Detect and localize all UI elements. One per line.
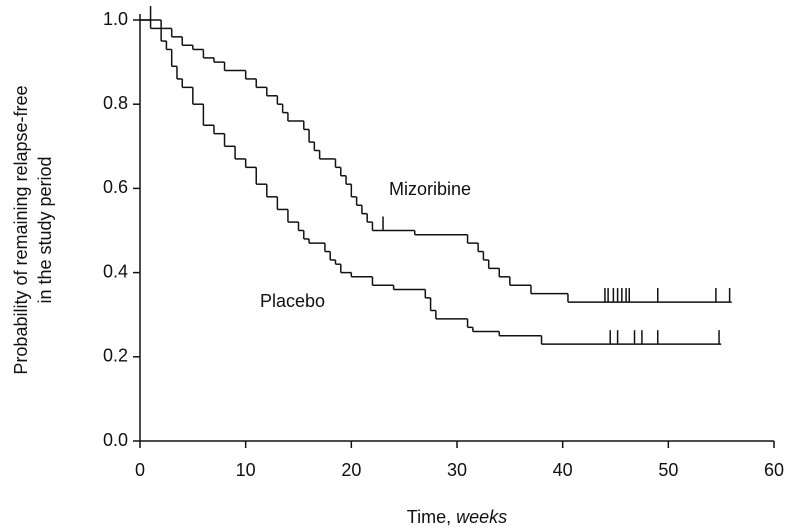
y-tick-label: 0.4 bbox=[103, 261, 128, 281]
y-tick-label: 0.6 bbox=[103, 177, 128, 197]
y-tick-label: 1.0 bbox=[103, 9, 128, 29]
x-tick-label: 20 bbox=[341, 460, 361, 480]
x-tick-label: 30 bbox=[447, 460, 467, 480]
y-tick-label: 0.0 bbox=[103, 430, 128, 450]
x-axis-label-text: Time, bbox=[407, 507, 451, 527]
x-axis-label: Time, weeks bbox=[407, 507, 507, 527]
x-tick-label: 0 bbox=[135, 460, 145, 480]
y-tick-label: 0.2 bbox=[103, 346, 128, 366]
x-tick-label: 50 bbox=[658, 460, 678, 480]
series-annotation: Placebo bbox=[260, 291, 325, 311]
y-axis-label: Probability of remaining relapse-free bbox=[11, 85, 31, 374]
x-tick-label: 60 bbox=[764, 460, 784, 480]
x-axis-unit: weeks bbox=[456, 507, 507, 527]
x-tick-label: 10 bbox=[236, 460, 256, 480]
series-annotation: Mizoribine bbox=[389, 179, 471, 199]
y-axis-label: in the study period bbox=[35, 156, 55, 303]
y-tick-label: 0.8 bbox=[103, 93, 128, 113]
x-tick-label: 40 bbox=[553, 460, 573, 480]
